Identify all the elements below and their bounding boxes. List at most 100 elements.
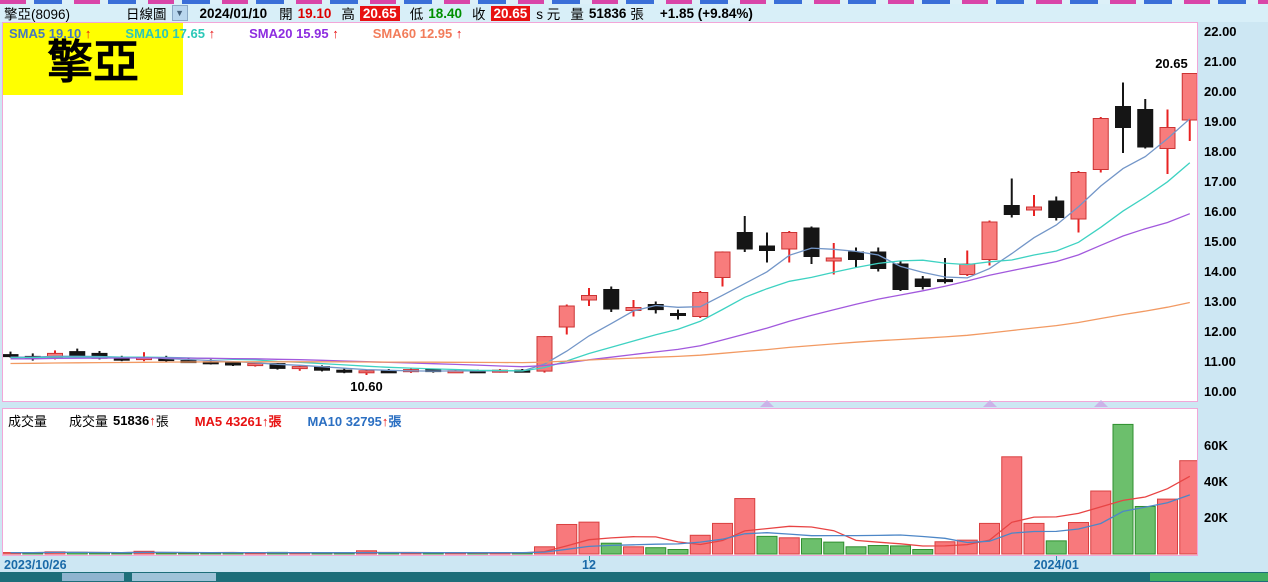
date-axis-label: 2024/01 (1033, 558, 1079, 572)
volume-bar (1001, 456, 1023, 555)
price-axis-label: 19.00 (1204, 114, 1237, 129)
volume-ma-line (10, 494, 1191, 554)
volume-bar (600, 542, 622, 555)
candle-body (981, 221, 998, 260)
close-value: 20.65 (490, 5, 531, 21)
volume-bar (1090, 490, 1112, 555)
price-chart-panel: SMA5 19.10 ↑ SMA10 17.65 ↑ SMA20 15.95 ↑… (2, 22, 1198, 402)
price-axis-label: 21.00 (1204, 54, 1237, 69)
candle-body (291, 366, 308, 370)
volume-chart[interactable] (3, 409, 1197, 555)
price-axis-label: 22.00 (1204, 24, 1237, 39)
volume-label: 量 (570, 7, 584, 22)
candle-body (959, 263, 976, 275)
quote-date: 2024/01/10 (199, 5, 268, 21)
candle-body (1092, 118, 1109, 170)
candle-body (1026, 206, 1042, 211)
event-marker-icon (982, 400, 997, 407)
candle-body (848, 251, 864, 260)
volume-legend: 成交量 成交量 51836 ↑ 張 MA5 43261↑張 MA10 32795… (8, 412, 402, 429)
up-arrow-icon: ↑ (84, 26, 92, 41)
candle-body (358, 370, 375, 374)
candle-body (225, 362, 241, 366)
price-axis-label: 18.00 (1204, 144, 1237, 159)
volume-bar (778, 537, 800, 555)
candle-body (603, 289, 620, 310)
sma-line (10, 213, 1191, 368)
volume-axis-label: 60K (1204, 438, 1228, 453)
volume-bar (645, 547, 667, 555)
candle-body (825, 257, 842, 262)
chart-scrollbar[interactable] (0, 572, 1268, 582)
close-label: 收 (472, 7, 486, 22)
volume-bar (801, 538, 822, 555)
volume-unit: 張 (630, 7, 644, 22)
candle-body (1137, 109, 1154, 148)
candle-body (692, 292, 709, 317)
candle-body (714, 251, 731, 278)
scrollbar-segment[interactable] (62, 573, 124, 581)
up-arrow-icon: ↑ (149, 412, 156, 428)
stock-name-watermark: 擎亞 (3, 23, 183, 95)
change-value: +1.85 (+9.84%) (659, 5, 753, 21)
sma-line (10, 118, 1191, 372)
volume-bar (623, 546, 644, 555)
sma20-legend: SMA20 15.95 ↑ (249, 26, 339, 41)
volume-bar (979, 522, 1000, 555)
sma60-legend: SMA60 12.95 ↑ (372, 26, 463, 41)
candle-body (937, 279, 953, 283)
unit-label: s 元 (536, 7, 561, 22)
chart-type-label[interactable]: 日線圖 (126, 7, 167, 22)
date-axis-start-label: 2023/10/26 (4, 558, 67, 572)
volume-bar (890, 545, 911, 555)
scrollbar-segment[interactable] (132, 573, 216, 581)
up-arrow-icon: ↑ (208, 26, 216, 41)
candle-body (803, 227, 820, 257)
volume-ma5-legend: MA5 43261↑張 (194, 413, 282, 429)
candle-body (892, 263, 909, 290)
candle-body (336, 369, 353, 373)
price-axis-label: 15.00 (1204, 234, 1237, 249)
volume-main-label: 成交量 (69, 413, 109, 429)
sma5-legend: SMA5 19.10 ↑ (9, 26, 92, 41)
candle-body (1003, 205, 1020, 215)
volume-pane-title: 成交量 (8, 413, 48, 429)
volume-bar (1112, 423, 1134, 555)
scrollbar-segment[interactable] (1150, 573, 1268, 581)
event-marker-icon (1093, 400, 1108, 407)
low-price-annotation: 10.60 (350, 379, 383, 394)
volume-axis-label: 20K (1204, 510, 1228, 525)
candle-body (670, 313, 686, 316)
clipped-menu-strip (0, 0, 1268, 4)
event-marker-icon (760, 400, 774, 407)
volume-bar (578, 521, 600, 555)
candle-body (1115, 106, 1131, 128)
date-tick (589, 556, 590, 561)
price-axis-label: 10.00 (1204, 384, 1237, 399)
candlestick-chart[interactable] (3, 23, 1197, 401)
candle-body (558, 305, 575, 328)
candle-body (781, 232, 798, 250)
volume-bar (845, 546, 867, 555)
volume-bar (756, 535, 778, 555)
high-price-annotation: 20.65 (1155, 55, 1188, 71)
date-axis-label: 12 (582, 558, 596, 572)
volume-bar (1068, 522, 1089, 555)
candle-body (3, 354, 19, 358)
candle-body (759, 245, 775, 251)
candle-body (269, 363, 286, 369)
low-value: 18.40 (428, 5, 462, 21)
high-value: 20.65 (359, 5, 400, 21)
sma-legend: SMA5 19.10 ↑ SMA10 17.65 ↑ SMA20 15.95 ↑… (9, 26, 496, 42)
volume-chart-panel: 成交量 成交量 51836 ↑ 張 MA5 43261↑張 MA10 32795… (2, 408, 1198, 556)
volume-bar (1157, 498, 1178, 555)
price-axis-label: 13.00 (1204, 294, 1237, 309)
volume-bar (934, 541, 956, 555)
date-axis: 2023/10/26 12 2024/01 (0, 556, 1268, 572)
volume-main-unit: 張 (155, 413, 169, 429)
volume-bar (667, 549, 689, 555)
chevron-down-icon[interactable]: ▼ (171, 5, 188, 21)
volume-bar (734, 498, 756, 555)
volume-ma10-legend: MA10 32795↑張 (307, 413, 402, 429)
